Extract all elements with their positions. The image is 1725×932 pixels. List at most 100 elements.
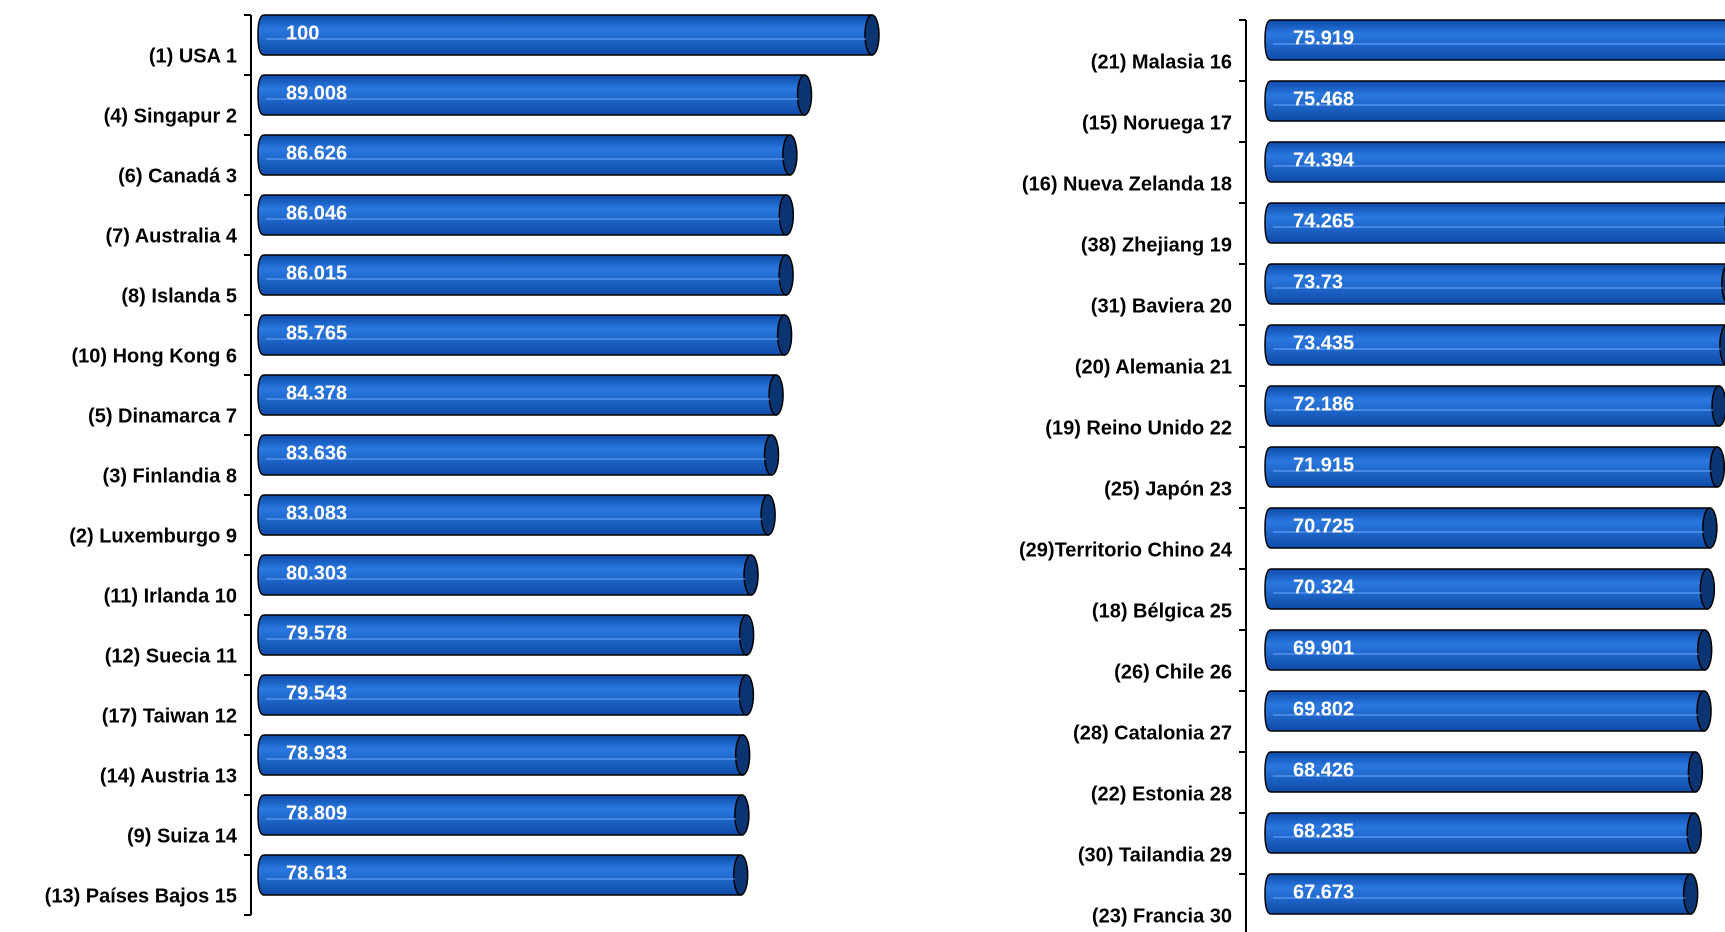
bar-end [768,374,784,416]
bar [1264,568,1709,610]
bar-end [1699,568,1716,610]
bar-group [257,554,759,596]
bar [257,374,777,416]
bar-end [734,794,750,836]
bar-group [257,374,784,416]
value-label: 74.394 [1293,149,1355,171]
bar [1264,385,1720,427]
category-label: (21) Malasia 16 [1091,51,1232,73]
bar [257,434,773,476]
bar-end [1687,751,1704,793]
bar-group [1264,507,1718,549]
bar-end [738,674,755,716]
category-label: (3) Finlandia 8 [103,465,237,487]
value-label: 74.265 [1293,210,1354,232]
value-label: 75.468 [1293,88,1354,110]
bar [1264,446,1719,488]
bar-end [1696,629,1713,671]
bar-group [1264,324,1725,366]
bar-group [257,254,794,296]
category-label: (4) Singapur 2 [104,105,237,127]
category-label: (13) Países Bajos 15 [45,885,237,907]
bar-group [1264,690,1712,732]
value-label: 75.919 [1293,27,1354,49]
bar-group [1264,446,1725,488]
bar [257,494,769,536]
bar [1264,690,1705,732]
bar-end [1696,690,1712,732]
value-label: 70.725 [1293,515,1354,537]
value-label: 86.626 [286,142,347,164]
value-label: 86.046 [286,202,347,224]
category-label: (20) Alemania 21 [1075,356,1232,378]
bar [257,194,788,236]
category-label: (17) Taiwan 12 [102,705,237,727]
bar-group [257,434,780,476]
category-label: (29)Territorio Chino 24 [1019,539,1233,561]
bar-group [257,614,755,656]
bar [1264,751,1697,793]
bar-end [760,494,776,536]
bar-end [1721,265,1725,303]
bar-group [257,494,776,536]
bar [1264,202,1725,244]
value-label: 78.613 [286,862,347,884]
bar [257,314,786,356]
bar-group [1264,19,1725,61]
value-label: 68.235 [1293,820,1354,842]
category-label: (22) Estonia 28 [1091,783,1232,805]
value-label: 83.636 [286,442,347,464]
bar [257,254,787,296]
bar-group [1264,202,1725,244]
bar [1264,812,1695,854]
bar [257,14,873,56]
category-label: (31) Baviera 20 [1091,295,1232,317]
bar-end [1702,507,1718,549]
value-label: 80.303 [286,562,347,584]
value-label: 78.933 [286,742,347,764]
category-label: (18) Bélgica 25 [1092,600,1232,622]
bar-end [782,134,798,176]
bar-end [1686,812,1702,854]
bar-group [257,194,795,236]
bar-end [1711,385,1725,427]
bar [1264,629,1706,671]
category-label: (7) Australia 4 [105,225,237,247]
category-label: (9) Suiza 14 [127,825,238,847]
bar-end [778,254,794,296]
bar [257,794,743,836]
category-label: (12) Suecia 11 [105,645,237,667]
bar-group [257,314,793,356]
bar-end [1719,324,1725,366]
value-label: 72.186 [1293,393,1354,415]
value-label: 73.73 [1293,271,1343,293]
bar-group [1264,263,1725,305]
bar-group [257,734,751,776]
bar-end [864,14,880,56]
category-label: (1) USA 1 [149,45,237,67]
bar-group [257,134,798,176]
value-label: 85.765 [286,322,347,344]
category-label: (26) Chile 26 [1114,661,1232,683]
bar [1264,19,1725,61]
bar-group [257,674,755,716]
bar-group [257,74,813,116]
bar [1264,141,1725,183]
bar-end [743,554,759,596]
bar-end [1709,446,1725,488]
bar-end [734,734,751,776]
bar-group [257,14,880,56]
bar-group [257,794,750,836]
category-label: (10) Hong Kong 6 [71,345,237,367]
category-label: (11) Irlanda 10 [104,585,237,607]
bar-end [776,314,793,356]
bar-end [1682,873,1699,915]
value-label: 79.543 [286,682,347,704]
bar-group [1264,751,1704,793]
value-label: 68.426 [1293,759,1354,781]
value-label: 100 [286,22,319,44]
bar-group [257,854,749,896]
bar [1264,324,1725,366]
bar [257,734,744,776]
value-label: 79.578 [286,622,347,644]
